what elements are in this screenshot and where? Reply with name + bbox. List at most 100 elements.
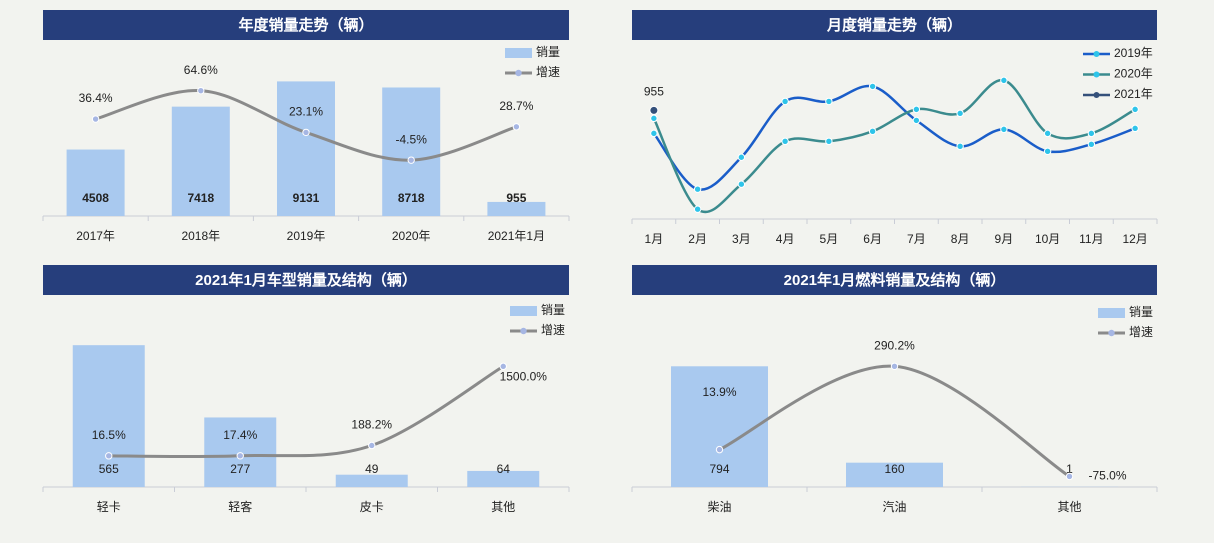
bar: [671, 366, 768, 487]
point: [825, 137, 833, 146]
point: [650, 114, 658, 123]
x-tick-label: 9月: [995, 232, 1014, 246]
line-label: 13.9%: [702, 385, 736, 399]
x-tick-label: 8月: [951, 232, 970, 246]
point: [1065, 472, 1074, 481]
line-label: 23.1%: [289, 105, 323, 119]
point: [1000, 76, 1008, 85]
line-label: 17.4%: [223, 428, 257, 442]
point: [1131, 124, 1139, 133]
point: [956, 109, 964, 118]
legend-label: 销量: [536, 45, 560, 59]
point: [1087, 140, 1096, 148]
point: [956, 142, 964, 151]
legend-label: 2019年: [1114, 46, 1153, 60]
x-tick-label: 轻卡: [97, 500, 121, 514]
point: [912, 116, 921, 125]
x-tick-label: 11月: [1079, 232, 1103, 246]
line-label: -75.0%: [1088, 469, 1126, 483]
legend-label: 增速: [536, 65, 560, 79]
point: [890, 362, 899, 370]
title-bar: [632, 265, 1157, 295]
x-tick-label: 3月: [732, 232, 751, 246]
x-tick-label: 其他: [1057, 500, 1081, 514]
bar: [335, 474, 408, 487]
x-tick-label: 轻客: [228, 499, 252, 514]
bar-label: 160: [884, 462, 904, 476]
point: [715, 445, 724, 454]
legend-marker: [1093, 71, 1100, 78]
bar: [277, 81, 335, 216]
bar: [72, 345, 145, 487]
point: [781, 137, 789, 146]
point: [868, 82, 877, 91]
line-label: 28.7%: [499, 99, 533, 113]
bar-label: 565: [99, 462, 119, 476]
line-label: 290.2%: [874, 338, 915, 352]
point: [1000, 125, 1008, 134]
point: [302, 128, 310, 137]
point: [499, 362, 507, 371]
title-bar: [632, 10, 1157, 40]
x-tick-label: 2017年: [76, 229, 115, 243]
x-tick-label: 2018年: [181, 229, 220, 243]
point: [693, 205, 702, 213]
x-tick-label: 12月: [1122, 232, 1147, 246]
point: [407, 156, 415, 164]
bar-label: 9131: [293, 191, 320, 205]
x-tick-label: 7月: [907, 232, 926, 246]
x-tick-label: 1月: [645, 232, 664, 246]
point: [693, 185, 702, 193]
legend-marker: [515, 69, 522, 77]
line-label: 64.6%: [184, 63, 218, 77]
x-tick-label: 6月: [863, 232, 882, 246]
bar: [382, 87, 441, 217]
point: [512, 123, 521, 131]
title-bar: [43, 265, 569, 295]
point: [236, 452, 244, 460]
bar: [66, 149, 125, 216]
point: [649, 105, 659, 115]
legend-marker: [1108, 329, 1115, 337]
x-tick-label: 2019年: [287, 229, 326, 243]
line: [108, 365, 505, 459]
point: [737, 153, 746, 161]
point: [912, 105, 921, 114]
bar-label: 794: [709, 462, 729, 476]
legend-swatch: [1098, 308, 1125, 318]
legend-label: 增速: [541, 323, 565, 337]
point: [1043, 147, 1052, 156]
x-tick-label: 柴油: [707, 500, 731, 514]
point: [1087, 129, 1096, 138]
point: [781, 97, 789, 106]
bar-label: 8718: [398, 191, 425, 205]
title-bar: [43, 10, 569, 40]
bar: [171, 106, 230, 216]
x-tick-label: 2020年: [392, 229, 431, 243]
point: [737, 180, 746, 188]
point: [868, 127, 877, 136]
bar-label: 277: [230, 462, 250, 476]
line-label: 16.5%: [92, 428, 126, 442]
bar-label: 49: [365, 462, 379, 476]
chart-title: 2021年1月燃料销量及结构（辆）: [784, 271, 1006, 289]
legend-marker: [1093, 92, 1100, 98]
point: [368, 441, 376, 450]
x-tick-label: 2月: [688, 232, 707, 246]
x-tick-label: 汽油: [882, 499, 906, 514]
point-label: 955: [644, 85, 664, 99]
point: [825, 97, 833, 106]
legend-marker: [520, 327, 527, 335]
x-tick-label: 其他: [491, 500, 515, 514]
chart-title: 月度销量走势（辆）: [826, 16, 962, 34]
legend-label: 销量: [1129, 305, 1153, 319]
legend-marker: [1093, 51, 1100, 57]
legend-swatch: [510, 306, 537, 316]
point: [1043, 129, 1052, 138]
chart-title: 年度销量走势（辆）: [238, 16, 373, 34]
point: [1131, 105, 1139, 114]
legend-label: 2020年: [1114, 67, 1153, 81]
x-tick-label: 10月: [1035, 232, 1060, 246]
x-tick-label: 皮卡: [360, 500, 384, 514]
